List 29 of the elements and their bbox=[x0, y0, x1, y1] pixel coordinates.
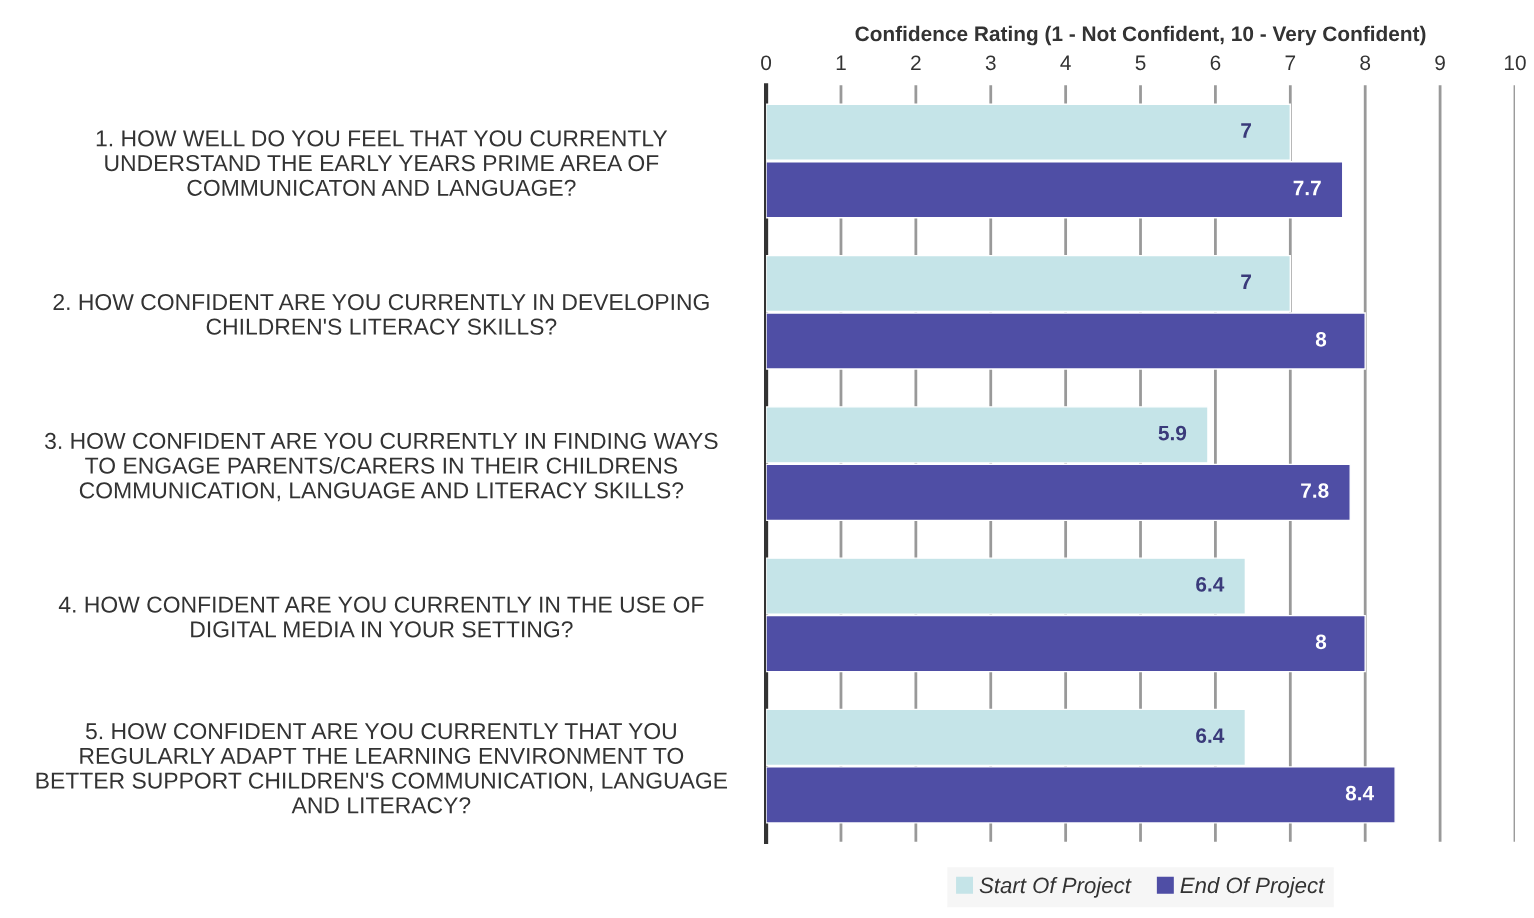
legend-label: End Of Project bbox=[1180, 876, 1326, 898]
x-tick-label: 0 bbox=[761, 55, 772, 71]
data-label: 7 bbox=[1241, 123, 1251, 138]
data-label: 8 bbox=[1315, 331, 1327, 347]
x-tick-label: 5 bbox=[1135, 55, 1146, 71]
y-tick-label: 5. HOW CONFIDENT ARE YOU CURRENTLY THAT YOU REGULARLY ADAPT THE LEARNING ENVIRONMENT TO BETTER SUPPORT CHILDREN'S COMMUNICATION, LANGUAGE AND LITERACY? bbox=[36, 723, 728, 814]
data-label: 8 bbox=[1315, 634, 1327, 650]
x-tick-label: 1 bbox=[836, 55, 846, 70]
data-label: 7 bbox=[1241, 274, 1251, 289]
data-label: 7.8 bbox=[1301, 483, 1329, 498]
x-tick-label: 4 bbox=[1060, 55, 1071, 70]
x-tick-label: 3 bbox=[985, 55, 996, 71]
x-tick-label: 2 bbox=[911, 55, 921, 70]
y-tick-label: 1. HOW WELL DO YOU FEEL THAT YOU CURRENTLY UNDERSTAND THE EARLY YEARS PRIME AREA OF COMMUNICATON AND LANGUAGE? bbox=[96, 130, 668, 196]
data-label: 7.7 bbox=[1293, 180, 1321, 196]
data-label: 6.4 bbox=[1196, 728, 1225, 744]
x-tick-label: 10 bbox=[1504, 55, 1526, 71]
y-tick-label: 3. HOW CONFIDENT ARE YOU CURRENTLY IN FINDING WAYS TO ENGAGE PARENTS/CARERS IN THEIR CHILDRENS COMMUNICATION, LANGUAGE AND LITERACY SKILLS? bbox=[44, 432, 718, 502]
data-label: 6.4 bbox=[1196, 576, 1225, 592]
x-tick-label: 6 bbox=[1210, 55, 1221, 71]
y-tick-label: 4. HOW CONFIDENT ARE YOU CURRENTLY IN THE USE OF DIGITAL MEDIA IN YOUR SETTING? bbox=[58, 596, 704, 638]
x-axis-title: Confidence Rating (1 - Not Confident, 10 - Very Confident) bbox=[855, 25, 1426, 46]
x-tick-label: 7 bbox=[1285, 55, 1296, 70]
data-label: 5.9 bbox=[1158, 425, 1187, 441]
x-tick-label: 8 bbox=[1360, 55, 1371, 71]
legend-label: Start Of Project bbox=[979, 876, 1132, 898]
y-tick-label: 2. HOW CONFIDENT ARE YOU CURRENTLY IN DEVELOPING CHILDREN'S LITERACY SKILLS? bbox=[53, 293, 709, 335]
data-label: 8.4 bbox=[1345, 785, 1374, 801]
x-tick-label: 9 bbox=[1435, 55, 1445, 71]
